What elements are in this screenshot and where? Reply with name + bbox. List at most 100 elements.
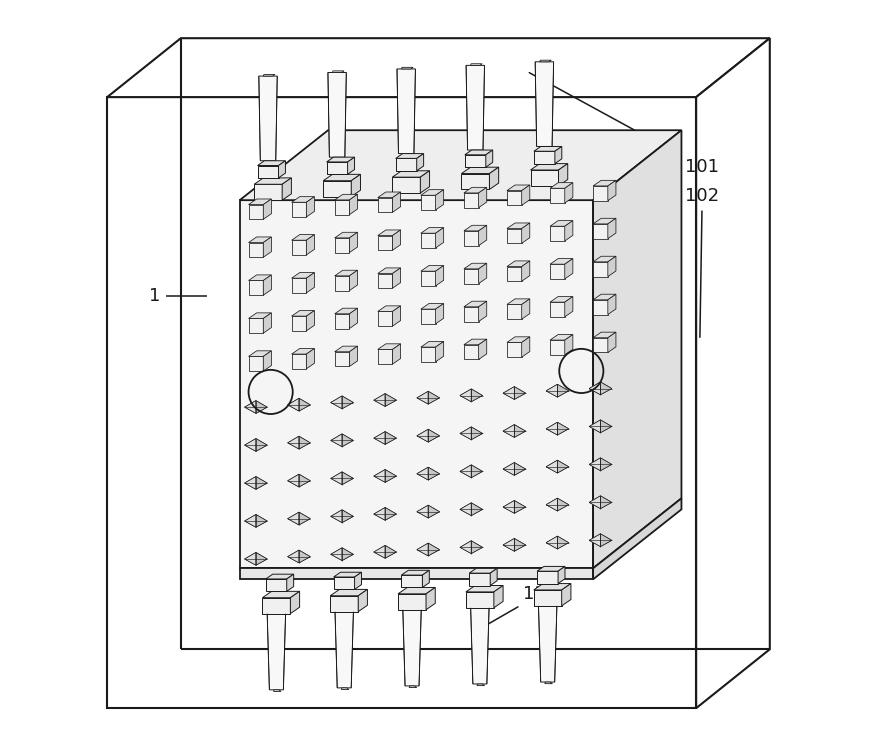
Polygon shape bbox=[460, 548, 482, 554]
Polygon shape bbox=[292, 349, 315, 354]
Polygon shape bbox=[288, 474, 310, 481]
Polygon shape bbox=[589, 496, 612, 503]
Polygon shape bbox=[248, 205, 263, 219]
Polygon shape bbox=[460, 541, 482, 548]
Polygon shape bbox=[479, 263, 487, 284]
Polygon shape bbox=[507, 223, 530, 228]
Polygon shape bbox=[589, 420, 612, 426]
Polygon shape bbox=[378, 350, 393, 364]
Polygon shape bbox=[335, 346, 358, 352]
Polygon shape bbox=[352, 174, 360, 197]
Polygon shape bbox=[417, 543, 428, 556]
Polygon shape bbox=[608, 294, 616, 315]
Polygon shape bbox=[245, 445, 267, 452]
Polygon shape bbox=[696, 38, 770, 708]
Polygon shape bbox=[331, 596, 358, 612]
Polygon shape bbox=[428, 543, 439, 556]
Polygon shape bbox=[593, 186, 608, 201]
Polygon shape bbox=[354, 572, 361, 590]
Polygon shape bbox=[514, 425, 525, 437]
Polygon shape bbox=[593, 180, 616, 186]
Polygon shape bbox=[514, 463, 525, 475]
Polygon shape bbox=[335, 238, 349, 253]
Polygon shape bbox=[522, 261, 530, 282]
Polygon shape bbox=[428, 505, 439, 518]
Polygon shape bbox=[331, 517, 353, 522]
Polygon shape bbox=[546, 467, 568, 473]
Polygon shape bbox=[464, 302, 487, 307]
Polygon shape bbox=[421, 304, 444, 309]
Polygon shape bbox=[503, 463, 525, 469]
Polygon shape bbox=[503, 539, 514, 551]
Polygon shape bbox=[245, 438, 267, 445]
Polygon shape bbox=[589, 382, 601, 395]
Polygon shape bbox=[546, 542, 568, 549]
Polygon shape bbox=[465, 150, 493, 155]
Polygon shape bbox=[486, 150, 493, 167]
Polygon shape bbox=[464, 269, 479, 284]
Polygon shape bbox=[398, 594, 426, 610]
Text: 140: 140 bbox=[258, 395, 292, 463]
Polygon shape bbox=[292, 354, 306, 369]
Polygon shape bbox=[471, 64, 482, 65]
Polygon shape bbox=[565, 221, 573, 241]
Polygon shape bbox=[245, 559, 267, 565]
Polygon shape bbox=[561, 584, 571, 606]
Polygon shape bbox=[589, 503, 612, 508]
Polygon shape bbox=[378, 311, 393, 326]
Polygon shape bbox=[503, 386, 514, 399]
Polygon shape bbox=[589, 458, 612, 464]
Polygon shape bbox=[535, 62, 553, 146]
Polygon shape bbox=[248, 199, 271, 205]
Polygon shape bbox=[593, 130, 681, 568]
Polygon shape bbox=[288, 550, 299, 563]
Polygon shape bbox=[421, 309, 436, 324]
Polygon shape bbox=[292, 310, 315, 316]
Polygon shape bbox=[464, 225, 487, 231]
Polygon shape bbox=[531, 170, 559, 186]
Polygon shape bbox=[374, 394, 396, 401]
Polygon shape bbox=[254, 184, 282, 200]
Polygon shape bbox=[471, 427, 482, 440]
Polygon shape bbox=[471, 503, 482, 516]
Polygon shape bbox=[546, 384, 568, 391]
Polygon shape bbox=[565, 183, 573, 203]
Polygon shape bbox=[282, 178, 291, 200]
Polygon shape bbox=[601, 458, 612, 471]
Polygon shape bbox=[460, 389, 471, 402]
Polygon shape bbox=[335, 612, 353, 688]
Polygon shape bbox=[593, 256, 616, 262]
Polygon shape bbox=[393, 344, 401, 364]
Polygon shape bbox=[266, 579, 287, 591]
Text: 110: 110 bbox=[515, 378, 616, 408]
Polygon shape bbox=[417, 511, 439, 518]
Polygon shape bbox=[263, 237, 271, 257]
Polygon shape bbox=[558, 566, 565, 584]
Polygon shape bbox=[331, 510, 353, 517]
Polygon shape bbox=[421, 341, 444, 347]
Polygon shape bbox=[333, 572, 361, 577]
Polygon shape bbox=[306, 234, 315, 255]
Polygon shape bbox=[546, 460, 568, 467]
Polygon shape bbox=[378, 197, 393, 212]
Polygon shape bbox=[245, 438, 256, 452]
Polygon shape bbox=[601, 382, 612, 395]
Polygon shape bbox=[546, 505, 568, 511]
Polygon shape bbox=[507, 299, 530, 304]
Polygon shape bbox=[248, 242, 263, 257]
Polygon shape bbox=[245, 553, 267, 559]
Polygon shape bbox=[349, 270, 358, 290]
Polygon shape bbox=[378, 236, 393, 251]
Polygon shape bbox=[396, 158, 417, 171]
Polygon shape bbox=[534, 151, 555, 163]
Polygon shape bbox=[589, 540, 612, 547]
Polygon shape bbox=[374, 552, 396, 558]
Polygon shape bbox=[460, 427, 482, 434]
Polygon shape bbox=[534, 146, 562, 151]
Polygon shape bbox=[428, 429, 439, 442]
Polygon shape bbox=[503, 500, 514, 514]
Polygon shape bbox=[503, 500, 525, 507]
Polygon shape bbox=[593, 294, 616, 300]
Polygon shape bbox=[263, 199, 271, 219]
Polygon shape bbox=[593, 338, 608, 353]
